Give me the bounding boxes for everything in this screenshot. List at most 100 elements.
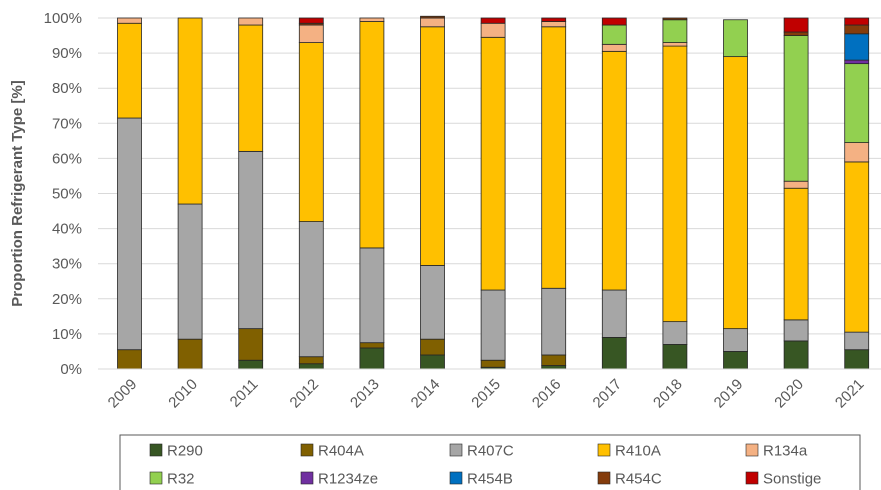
legend: R290 R404A R407C R410A R134a R32 R1234ze R454B R… — [119, 434, 861, 490]
bar-segment-r410a — [844, 161, 870, 333]
bar-segment-r290 — [359, 347, 385, 370]
legend-label-r32: R32 — [167, 471, 195, 488]
bars — [117, 15, 870, 370]
bar-segment-r404a — [238, 328, 264, 361]
bar-segment-r134a — [117, 17, 142, 24]
bar-segment-r407c — [662, 321, 688, 345]
bar-segment-r404a — [480, 359, 506, 368]
legend-swatch-r134a — [745, 443, 759, 457]
legend-box — [119, 434, 861, 490]
bar-segment-r410a — [783, 187, 809, 321]
bar-segment-r134a — [298, 24, 324, 43]
legend-swatch-r290 — [149, 443, 163, 457]
legend-label-r410a: R410A — [615, 443, 661, 460]
bar-segment-sonstige — [601, 17, 627, 26]
bar-segment-r32 — [723, 19, 748, 58]
bar-segment-r407c — [783, 319, 809, 342]
bar-segment-sonstige — [844, 17, 870, 26]
x-tick-label: 2012 — [287, 376, 323, 412]
bar-segment-r410a — [541, 26, 567, 289]
legend-swatch-r32 — [149, 471, 163, 485]
bar-segment-r134a — [238, 17, 264, 26]
x-tick-label: 2021 — [832, 376, 868, 412]
bar-segment-r454c — [420, 15, 445, 19]
y-tick-label: 70% — [52, 115, 82, 132]
y-tick-label: 40% — [52, 221, 82, 238]
bar-segment-r404a — [420, 338, 445, 356]
bar-segment-r404a — [359, 342, 385, 349]
bar-segment-r404a — [541, 354, 567, 366]
bar-segment-r134a — [420, 17, 445, 28]
bar-segment-r32 — [783, 35, 809, 182]
bar-segment-r404a — [298, 356, 324, 365]
y-tick-labels: 0% 10% 20% 30% 40% 50% 60% 70% 80% 90% 100% — [44, 10, 82, 378]
bar-segment-r407c — [117, 117, 142, 351]
bar-segment-r410a — [480, 36, 506, 291]
bar-segment-r407c — [359, 247, 385, 344]
bar-segment-r410a — [177, 17, 203, 205]
legend-swatch-r410a — [597, 443, 611, 457]
legend-label-r454c: R454C — [615, 471, 662, 488]
bar-segment-r407c — [541, 287, 567, 356]
bar-segment-sonstige — [541, 17, 567, 22]
bar-segment-r454c — [844, 24, 870, 35]
bar-segment-r290 — [541, 365, 567, 370]
bar-segment-sonstige — [480, 17, 506, 24]
bar-segment-r290 — [298, 363, 324, 370]
legend-swatch-r404a — [300, 443, 314, 457]
y-tick-label: 10% — [52, 326, 82, 343]
bar-segment-r410a — [117, 22, 142, 119]
legend-swatch-r407c — [449, 443, 463, 457]
bar-segment-r407c — [601, 289, 627, 338]
bar-segment-r404a — [177, 338, 203, 370]
bar-segment-r134a — [844, 142, 870, 163]
x-tick-label: 2011 — [227, 376, 262, 411]
bar-segment-r290 — [238, 359, 264, 370]
bar-segment-r290 — [420, 354, 445, 370]
legend-label-r407c: R407C — [467, 443, 514, 460]
x-tick-label: 2013 — [347, 376, 383, 412]
x-tick-label: 2020 — [771, 376, 807, 412]
x-tick-label: 2015 — [468, 376, 504, 412]
bar-segment-r290 — [723, 351, 748, 370]
legend-swatch-r454c — [597, 471, 611, 485]
legend-swatch-sonstige — [745, 471, 759, 485]
bar-segment-r290 — [662, 344, 688, 370]
bar-segment-r134a — [359, 17, 385, 22]
bar-segment-r407c — [298, 221, 324, 358]
x-tick-label: 2016 — [529, 376, 565, 412]
legend-label-r290: R290 — [167, 443, 203, 460]
bar-segment-r32 — [662, 19, 688, 43]
x-tick-labels: 2009 2010 2011 2012 2013 2014 2015 2016 2017 2018… — [105, 376, 868, 412]
bar-segment-r407c — [177, 203, 203, 340]
legend-label-r134a: R134a — [763, 443, 808, 460]
legend-label-r454b: R454B — [467, 471, 513, 488]
legend-label-r404a: R404A — [318, 443, 364, 460]
bar-segment-r290 — [783, 340, 809, 370]
bar-segment-r134a — [662, 42, 688, 47]
bar-segment-r454b — [844, 33, 870, 61]
bar-segment-r32 — [601, 24, 627, 45]
legend-label-r1234ze: R1234ze — [318, 471, 378, 488]
x-tick-label: 2010 — [165, 376, 201, 412]
x-tick-label: 2018 — [650, 376, 686, 412]
x-tick-label: 2009 — [105, 376, 141, 412]
y-tick-label: 60% — [52, 150, 82, 167]
bar-segment-r134a — [480, 22, 506, 38]
bar-segment-r410a — [420, 26, 445, 266]
bar-segment-r410a — [359, 21, 385, 249]
y-tick-label: 90% — [52, 45, 82, 62]
legend-label-sonstige: Sonstige — [763, 471, 821, 488]
bar-segment-r410a — [298, 42, 324, 222]
bar-segment-r410a — [238, 24, 264, 152]
bar-segment-r404a — [117, 349, 142, 370]
bar-segment-r134a — [541, 21, 567, 28]
bar-segment-r410a — [601, 50, 627, 291]
bar-segment-r290 — [601, 337, 627, 370]
y-axis-title: Proportion Refrigerant Type [%] — [9, 80, 26, 306]
bar-segment-r1234ze — [844, 59, 870, 65]
bar-segment-r454c — [662, 17, 688, 21]
legend-swatch-r1234ze — [300, 471, 314, 485]
